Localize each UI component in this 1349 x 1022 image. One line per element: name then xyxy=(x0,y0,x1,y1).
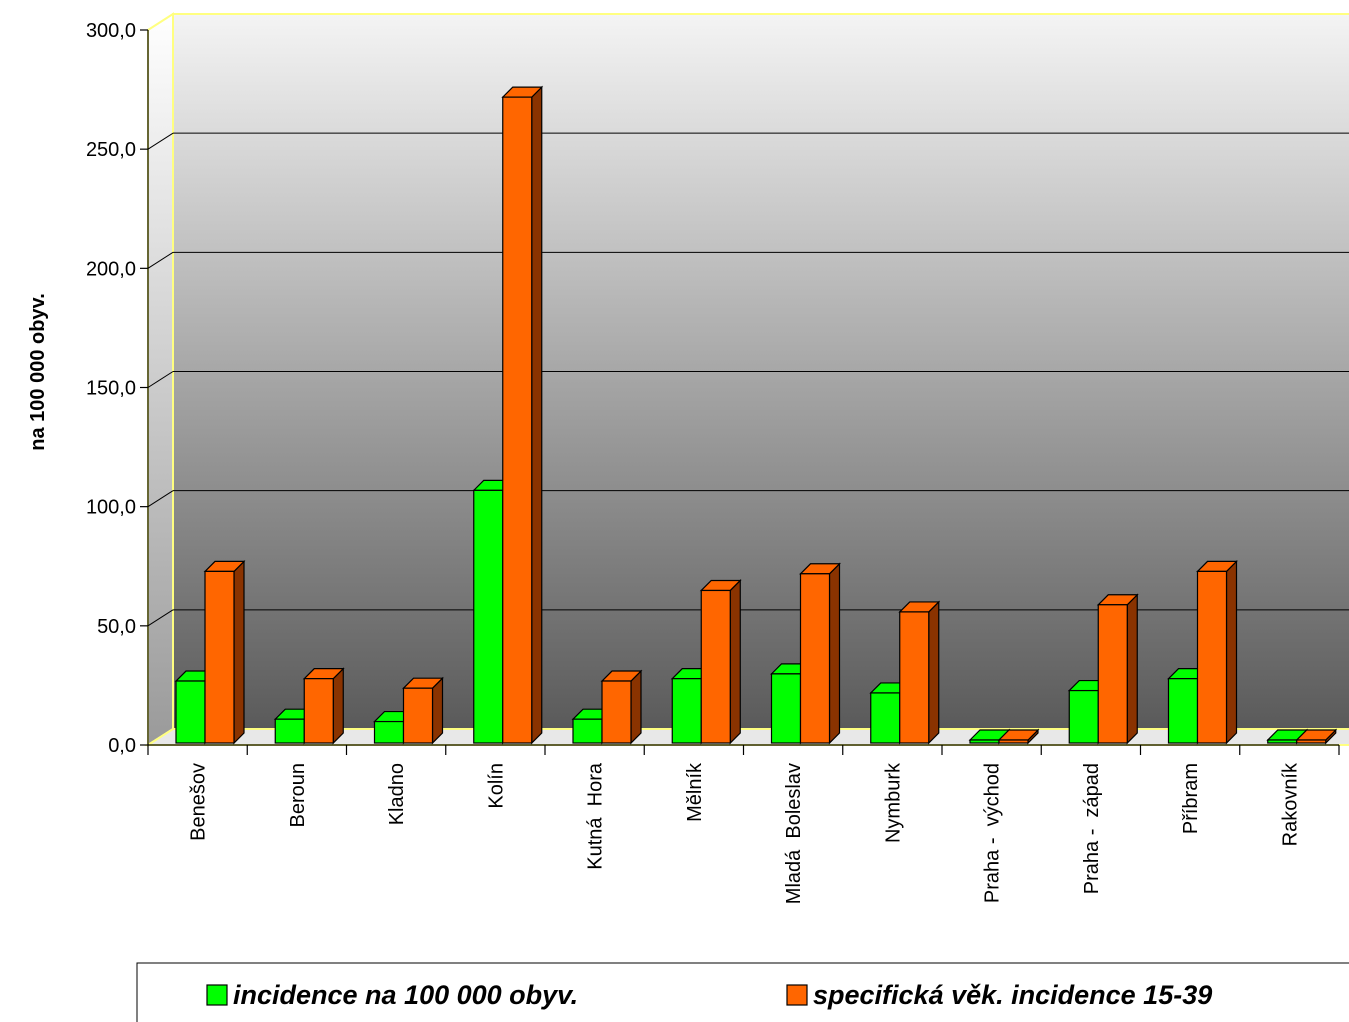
bar-front xyxy=(1097,604,1128,744)
x-tick-label: Rakovník xyxy=(1279,762,1301,846)
bar-front xyxy=(1296,739,1327,744)
bar-front xyxy=(671,678,702,744)
bar-front xyxy=(572,718,603,744)
bar-specific xyxy=(501,85,544,745)
bar-front xyxy=(700,589,731,744)
x-tick-label: Příbram xyxy=(1180,763,1202,834)
bar-side xyxy=(828,562,841,745)
bars xyxy=(174,85,1338,745)
bar-front xyxy=(303,678,334,744)
bar-front xyxy=(899,611,930,744)
bar-side xyxy=(1126,593,1138,745)
bar-specific xyxy=(1295,728,1338,745)
y-tick-label: 0,0 xyxy=(108,735,136,757)
x-tick-label: Kladno xyxy=(386,763,408,825)
x-tick-label: Mladá Boleslav xyxy=(783,763,805,904)
plot-background xyxy=(144,12,1349,747)
y-tick-label: 250,0 xyxy=(86,139,136,161)
bar-side xyxy=(630,669,642,745)
bar-front xyxy=(870,692,901,744)
y-tick-label: 150,0 xyxy=(86,378,136,400)
y-tick-label: 200,0 xyxy=(86,258,136,280)
legend-swatch xyxy=(786,984,808,1006)
y-tick-label: 300,0 xyxy=(86,20,136,42)
gridline-side xyxy=(147,371,174,388)
bar-specific xyxy=(1196,559,1238,745)
x-tick-label: Mělník xyxy=(684,762,706,822)
x-tick-label: Benešov xyxy=(188,763,210,841)
bar-specific xyxy=(898,600,941,745)
bar-front xyxy=(1167,678,1199,744)
bar-front xyxy=(1068,689,1099,744)
legend-swatch xyxy=(206,984,228,1006)
bar-front xyxy=(1267,739,1298,744)
x-tick-label: Praha - západ xyxy=(1081,763,1103,894)
legend: incidence na 100 000 obyv. specifická věk… xyxy=(136,962,1349,1022)
bar-specific xyxy=(203,559,246,745)
x-tick-label: Praha - východ xyxy=(982,763,1004,903)
bar-specific xyxy=(600,669,643,745)
gridline-side xyxy=(147,609,174,627)
bar-front xyxy=(601,680,632,744)
gridline-side xyxy=(147,132,174,150)
bar-side xyxy=(1225,559,1238,745)
x-tick-label: Beroun xyxy=(287,763,309,828)
bar-specific xyxy=(799,562,841,745)
bar-side xyxy=(928,600,940,745)
bar-front xyxy=(998,739,1029,744)
bar-specific xyxy=(402,676,444,745)
legend-label: specifická věk. incidence 15-39 xyxy=(813,980,1212,1010)
bar-side xyxy=(431,676,444,745)
bar-specific xyxy=(1096,593,1139,745)
bar-front xyxy=(799,573,831,744)
bar-side xyxy=(729,579,741,745)
axes xyxy=(140,29,1340,755)
bar-front xyxy=(770,673,802,744)
y-axis-label: na 100 000 obyv. xyxy=(27,293,49,451)
legend-box xyxy=(136,962,1349,1022)
legend-label: incidence na 100 000 obyv. xyxy=(233,980,578,1010)
x-tick-label: Kutná Hora xyxy=(585,762,607,870)
bar-front xyxy=(402,687,434,744)
bar-front xyxy=(373,720,405,744)
bar-side xyxy=(531,85,543,745)
bar-specific xyxy=(699,579,742,745)
y-tick-labels: 0,0 50,0 100,0 150,0 200,0 250,0 300,0 xyxy=(86,20,136,757)
bar-side xyxy=(233,559,245,745)
gridline-side xyxy=(147,251,174,269)
x-tick-labels: Benešov Beroun Kladno Kolín Kutná Hora Mělník… xyxy=(188,762,1302,904)
bar-front xyxy=(1196,570,1228,744)
bar-specific xyxy=(997,728,1040,745)
bar-front xyxy=(969,739,1000,744)
bar-front xyxy=(473,489,504,744)
x-tick-label: Kolín xyxy=(485,763,507,809)
gridline-side xyxy=(147,490,174,508)
bar-front xyxy=(204,570,235,744)
bar-front xyxy=(502,96,533,744)
bar-side xyxy=(332,667,344,745)
bar-front xyxy=(175,680,206,744)
bar-specific xyxy=(302,667,345,745)
y-tick-label: 100,0 xyxy=(86,497,136,519)
x-tick-label: Nymburk xyxy=(882,762,904,843)
bar-front xyxy=(274,718,305,744)
y-tick-label: 50,0 xyxy=(97,616,136,638)
gridlines xyxy=(147,132,1349,627)
